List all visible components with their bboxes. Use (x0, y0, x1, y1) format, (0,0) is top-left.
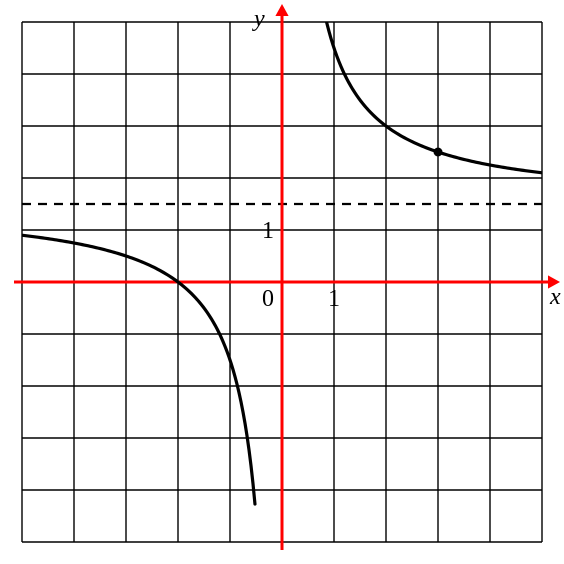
y-one-label: 1 (262, 218, 274, 244)
x-one-label: 1 (328, 286, 340, 312)
marked-point (434, 148, 443, 157)
y-axis-label: y (252, 6, 265, 32)
plot-area: y x 0 1 1 (0, 0, 564, 564)
x-axis-label: x (549, 284, 561, 310)
origin-label: 0 (262, 286, 274, 312)
chart-container: y x 0 1 1 (0, 0, 564, 564)
